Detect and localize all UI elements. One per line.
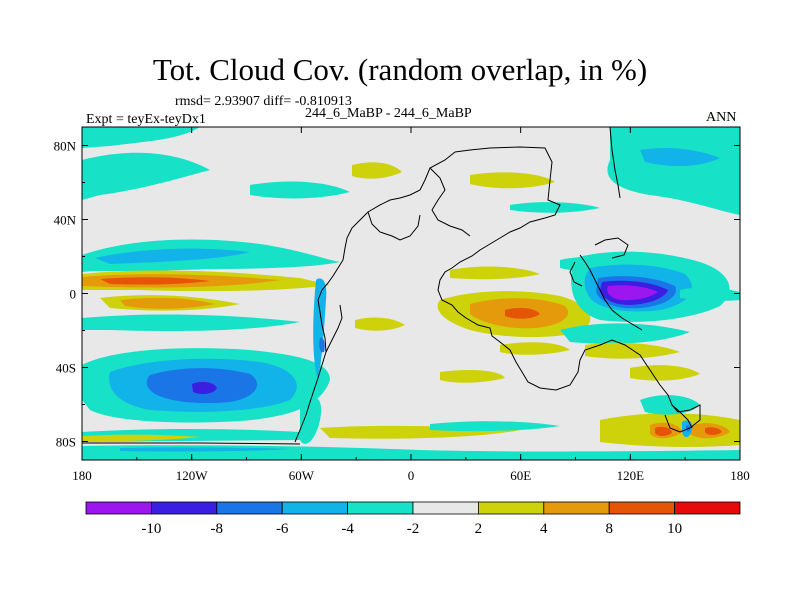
- contour-region: [500, 342, 570, 355]
- y-tick-label: 40S: [56, 361, 76, 376]
- x-tick-label: 0: [408, 468, 415, 483]
- contour-region: [640, 147, 720, 167]
- x-tick-label: 180: [730, 468, 750, 483]
- contour-region: [355, 317, 405, 331]
- colorbar-swatch: [543, 501, 610, 515]
- colorbar-label: -8: [211, 521, 224, 537]
- colorbar-swatch: [85, 501, 152, 515]
- coastline: [594, 237, 629, 259]
- contour-region: [630, 365, 700, 381]
- colorbar-label: -4: [341, 521, 354, 537]
- contour-region: [82, 152, 210, 200]
- x-tick-label: 60W: [289, 468, 315, 483]
- coastline: [579, 254, 643, 331]
- colorbar-swatch: [216, 501, 283, 515]
- coastline: [317, 151, 456, 301]
- contour-region: [250, 181, 350, 199]
- contour-region: [607, 127, 740, 215]
- contour-region: [430, 421, 560, 432]
- colorbar-label: -2: [407, 521, 420, 537]
- continent-outlines: [82, 127, 701, 445]
- y-tick-label: 0: [70, 287, 77, 302]
- contour-region: [192, 381, 217, 395]
- colorbar-swatch: [150, 501, 218, 515]
- x-tick-label: 180: [72, 468, 92, 483]
- colorbar-label: 2: [475, 521, 483, 537]
- contour-region: [607, 285, 658, 301]
- map-axes: 180 120W 60W 0 60E 120E 180 80N 40N 0 40S 80S: [54, 127, 750, 483]
- contour-region: [352, 162, 402, 179]
- coastline: [671, 404, 693, 429]
- contour-region: [300, 393, 322, 444]
- coastline: [569, 261, 583, 287]
- coastline: [367, 211, 421, 241]
- y-tick-label: 80S: [56, 435, 76, 450]
- contour-region: [95, 248, 250, 264]
- colorbar-label: -6: [276, 521, 289, 537]
- contour-region: [680, 287, 740, 301]
- coastline: [82, 442, 301, 445]
- contour-fill-layer: [82, 127, 740, 460]
- colorbar-label: 8: [605, 521, 613, 537]
- y-tick-label: 40N: [54, 213, 77, 228]
- y-tick-label: 80N: [54, 139, 77, 154]
- coastline: [429, 167, 471, 237]
- colorbar-label: -10: [141, 521, 161, 537]
- season-label: ANN: [706, 110, 737, 125]
- subtitle: 244_6_MaBP - 244_6_MaBP: [305, 106, 472, 121]
- contour-region: [120, 297, 215, 309]
- colorbar-label: 10: [667, 521, 682, 537]
- contour-region: [313, 278, 327, 380]
- contour-region: [82, 314, 300, 332]
- x-tick-label: 120E: [617, 468, 645, 483]
- colorbar: -10 -8 -6 -4 -2 2 4 8 10: [85, 501, 741, 537]
- contour-region: [510, 202, 600, 213]
- colorbar-swatch: [674, 501, 741, 515]
- stats-text: rmsd= 2.93907 diff= -0.810913: [175, 94, 352, 109]
- x-tick-label: 60E: [510, 468, 531, 483]
- contour-region: [560, 323, 690, 344]
- coastline: [325, 304, 343, 353]
- experiment-label: Expt = teyEx-teyDx1: [86, 112, 206, 127]
- contour-region: [440, 370, 505, 383]
- colorbar-swatch: [477, 501, 545, 515]
- contour-region: [82, 434, 200, 442]
- contour-region: [82, 127, 200, 148]
- plot-title: Tot. Cloud Cov. (random overlap, in %): [152, 52, 648, 87]
- colorbar-swatch: [412, 501, 479, 515]
- contour-region: [319, 337, 325, 353]
- contour-region: [655, 426, 672, 436]
- x-tick-label: 120W: [176, 468, 209, 483]
- contour-region: [505, 307, 540, 319]
- contour-region: [470, 172, 555, 189]
- colorbar-swatch: [281, 501, 349, 515]
- colorbar-swatch: [608, 501, 676, 515]
- colorbar-swatch: [347, 501, 414, 515]
- contour-region: [100, 277, 210, 285]
- contour-region: [450, 266, 540, 280]
- colorbar-label: 4: [540, 521, 548, 537]
- coastline: [437, 146, 701, 433]
- coastline: [609, 127, 621, 199]
- contour-region: [705, 427, 722, 435]
- contour-region: [640, 395, 700, 415]
- contour-region: [120, 447, 290, 452]
- coastline: [294, 299, 327, 443]
- contour-region: [585, 342, 680, 359]
